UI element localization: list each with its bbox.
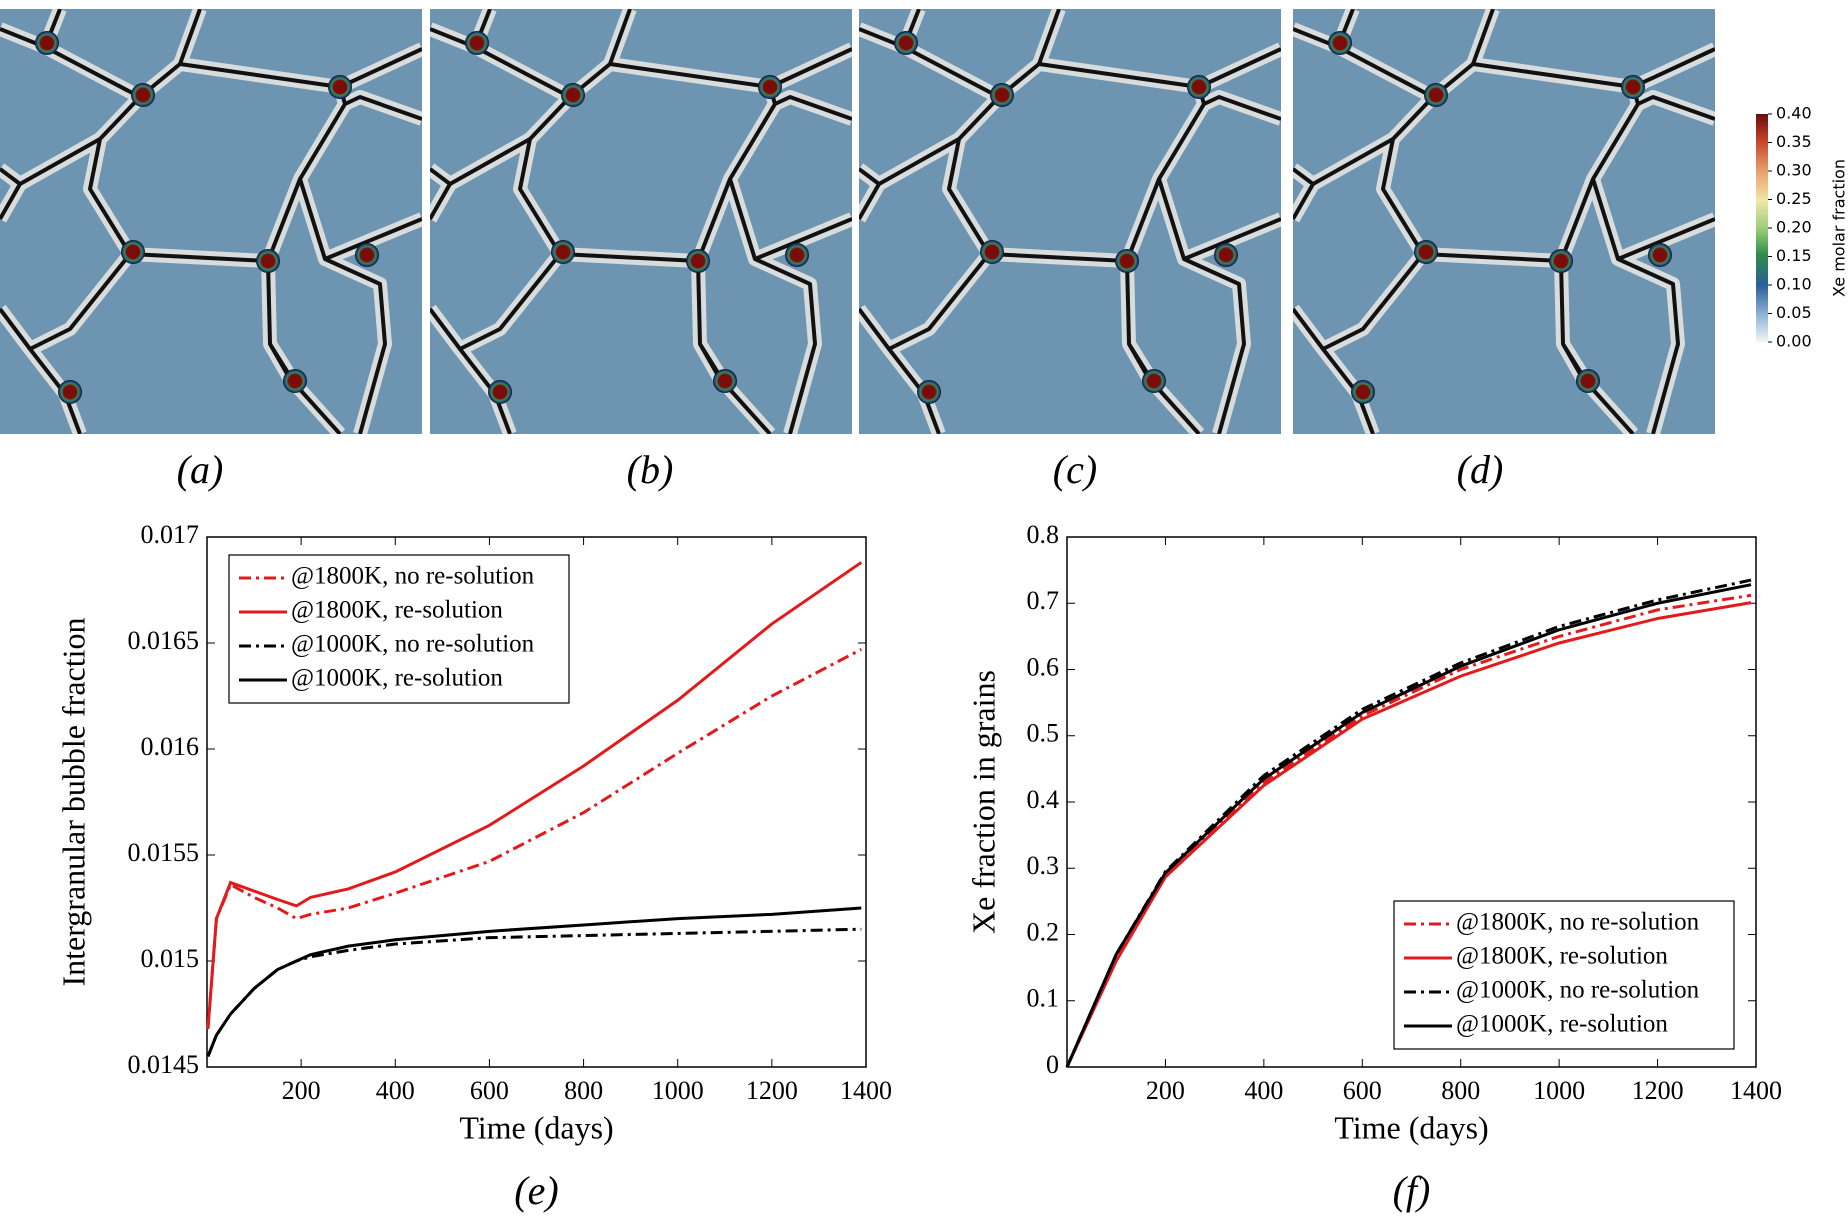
y-tick-label: 0.016	[141, 732, 200, 761]
legend-label: @1800K, re-solution	[1456, 943, 1668, 970]
x-tick-label: 1200	[1632, 1076, 1684, 1105]
y-tick-label: 0.0155	[128, 838, 200, 867]
x-tick-label: 600	[1343, 1076, 1382, 1105]
x-tick-label: 1000	[1533, 1076, 1585, 1105]
y-tick-label: 0.0165	[128, 626, 200, 655]
panel-label: (e)	[514, 1168, 558, 1213]
legend-label: @1800K, no re-solution	[291, 563, 535, 590]
x-tick-label: 800	[564, 1076, 603, 1105]
x-tick-label: 1200	[746, 1076, 798, 1105]
panel-label: (f)	[1393, 1168, 1431, 1213]
y-tick-label: 0.7	[1027, 586, 1060, 615]
y-tick-label: 0.6	[1027, 652, 1060, 681]
charts: 200 400 600 800 1000 1200 1400 0.0145 0.015 0.015…	[55, 520, 1782, 1213]
x-axis-label: Time (days)	[1334, 1109, 1488, 1145]
colorbar: Xe molar fraction 0.00 0.05 0.10 0.15 0.20 0.…	[1756, 104, 1848, 351]
x-tick-label: 1400	[1730, 1076, 1782, 1105]
legend-label: @1000K, re-solution	[1456, 1011, 1668, 1038]
x-axis-label: Time (days)	[459, 1109, 613, 1145]
colorbar-scale	[1756, 114, 1768, 342]
legend-box	[1393, 900, 1735, 1050]
colorbar-title: Xe molar fraction	[1830, 159, 1848, 297]
x-tick-label: 200	[282, 1076, 321, 1105]
y-tick-label: 0	[1046, 1050, 1059, 1079]
panel-label: (d)	[1457, 447, 1504, 492]
colorbar-tick-label: 0.40	[1776, 104, 1812, 123]
colorbar-tick-label: 0.10	[1776, 275, 1812, 294]
microstructure-panels	[0, 9, 1715, 434]
y-tick-label: 0.1	[1027, 984, 1060, 1013]
y-tick-label: 0.0145	[128, 1050, 200, 1079]
microstructure-d	[1293, 9, 1715, 434]
colorbar-tick-label: 0.20	[1776, 218, 1812, 237]
series-line	[1065, 583, 1752, 1068]
legend-box	[228, 554, 570, 704]
x-tick-label: 1400	[840, 1076, 892, 1105]
y-tick-label: 0.4	[1027, 785, 1060, 814]
x-tick-label: 400	[376, 1076, 415, 1105]
x-tick-label: 1000	[652, 1076, 704, 1105]
y-axis-label: Intergranular bubble fraction	[55, 617, 91, 986]
x-tick-label: 200	[1146, 1076, 1185, 1105]
colorbar-tick-label: 0.05	[1776, 303, 1812, 322]
colorbar-tick-label: 0.30	[1776, 161, 1812, 180]
legend-label: @1800K, no re-solution	[1456, 909, 1700, 936]
colorbar-tick-label: 0.00	[1776, 332, 1812, 351]
legend-label: @1000K, no re-solution	[1456, 977, 1700, 1004]
legend-label: @1800K, re-solution	[291, 597, 503, 624]
y-tick-label: 0.015	[141, 944, 200, 973]
panel-label: (c)	[1053, 447, 1097, 492]
x-tick-label: 600	[470, 1076, 509, 1105]
colorbar-tick-label: 0.35	[1776, 132, 1812, 151]
microstructure-c	[859, 9, 1281, 434]
x-tick-label: 400	[1244, 1076, 1283, 1105]
series-line	[206, 561, 863, 1029]
y-tick-label: 0.2	[1027, 917, 1060, 946]
series-line	[206, 906, 862, 1057]
y-tick-label: 0.3	[1027, 851, 1060, 880]
microstructure-a	[0, 9, 422, 434]
series-line	[1065, 601, 1752, 1068]
colorbar-tick-label: 0.15	[1776, 246, 1812, 265]
y-axis-label: Xe fraction in grains	[965, 670, 1001, 934]
y-tick-label: 0.8	[1027, 520, 1060, 549]
y-tick-label: 0.5	[1027, 719, 1060, 748]
legend-label: @1000K, no re-solution	[291, 631, 535, 658]
colorbar-tick-label: 0.25	[1776, 189, 1812, 208]
series-line	[206, 648, 862, 1029]
x-tick-label: 800	[1441, 1076, 1480, 1105]
panel-label: (a)	[177, 447, 224, 492]
legend-label: @1000K, re-solution	[291, 665, 503, 692]
y-tick-label: 0.017	[141, 520, 200, 549]
panel-label: (b)	[627, 447, 674, 492]
microstructure-b	[430, 9, 852, 434]
